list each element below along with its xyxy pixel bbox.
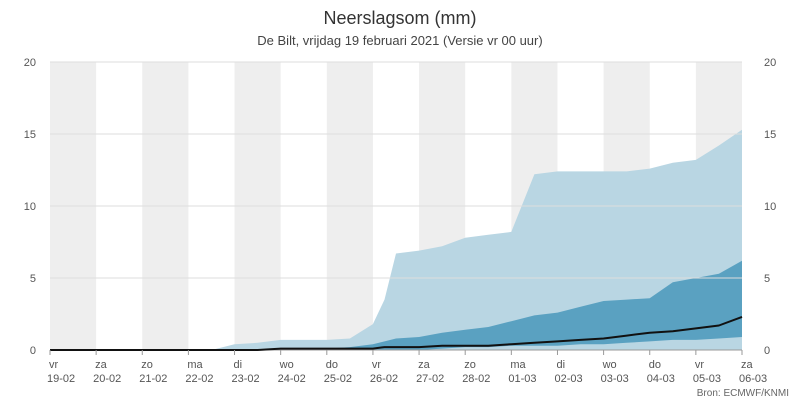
x-tick-day: ma — [187, 359, 203, 371]
x-tick-day: wo — [602, 359, 617, 371]
x-tick-date: 03-03 — [601, 373, 629, 385]
median-line — [50, 315, 743, 351]
y-tick-label-right: 5 — [764, 273, 770, 285]
x-tick-date: 22-02 — [185, 373, 213, 385]
y-tick-label-left: 20 — [24, 57, 36, 69]
chart-source: Bron: ECMWF/KNMI — [697, 388, 789, 399]
area-band-inner — [50, 260, 742, 350]
y-tick-label-left: 15 — [24, 129, 36, 141]
x-tick-date: 04-03 — [647, 373, 675, 385]
y-tick-label-right: 0 — [764, 345, 770, 357]
x-tick-day: do — [326, 359, 338, 371]
chart-subtitle: De Bilt, vrijdag 19 februari 2021 (Versi… — [257, 33, 542, 48]
x-tick-day: za — [741, 359, 754, 371]
x-tick-date: 27-02 — [416, 373, 444, 385]
y-tick-label-right: 15 — [764, 129, 776, 141]
x-tick-date: 02-03 — [554, 373, 582, 385]
x-tick-date: 05-03 — [693, 373, 721, 385]
y-tick-label-right: 10 — [764, 201, 776, 213]
x-tick-date: 20-02 — [93, 373, 121, 385]
x-tick-day: vr — [49, 359, 59, 371]
y-tick-label-right: 20 — [764, 57, 776, 69]
x-tick-date: 19-02 — [47, 373, 75, 385]
x-tick-date: 01-03 — [508, 373, 536, 385]
y-tick-label-left: 10 — [24, 201, 36, 213]
x-axis: vr 19-02 za 20-02 zo 21-02 ma 22-02 di 23-02 wo 24-… — [47, 350, 767, 385]
chart-title: Neerslagsom (mm) — [323, 8, 476, 28]
area-band-outer — [50, 129, 742, 350]
x-tick-day: do — [649, 359, 661, 371]
y-tick-label-left: 0 — [30, 345, 36, 357]
x-tick-day: za — [95, 359, 108, 371]
x-tick-day: ma — [510, 359, 526, 371]
x-tick-date: 26-02 — [370, 373, 398, 385]
x-tick-date: 06-03 — [739, 373, 767, 385]
x-tick-day: zo — [141, 359, 153, 371]
x-tick-day: vr — [372, 359, 382, 371]
x-tick-day: di — [234, 359, 243, 371]
y-axis-left: 0 5 10 15 20 — [24, 57, 36, 357]
y-axis-right: 0 5 10 15 20 — [764, 57, 776, 357]
forecast-areas — [50, 129, 742, 350]
x-tick-day: za — [418, 359, 431, 371]
x-tick-date: 24-02 — [278, 373, 306, 385]
y-tick-label-left: 5 — [30, 273, 36, 285]
x-tick-date: 25-02 — [324, 373, 352, 385]
x-tick-date: 23-02 — [232, 373, 260, 385]
x-tick-date: 28-02 — [462, 373, 490, 385]
x-tick-date: 21-02 — [139, 373, 167, 385]
x-tick-day: wo — [279, 359, 294, 371]
x-tick-day: zo — [464, 359, 476, 371]
x-tick-day: di — [556, 359, 565, 371]
x-tick-day: vr — [695, 359, 705, 371]
median-layer — [50, 315, 743, 351]
